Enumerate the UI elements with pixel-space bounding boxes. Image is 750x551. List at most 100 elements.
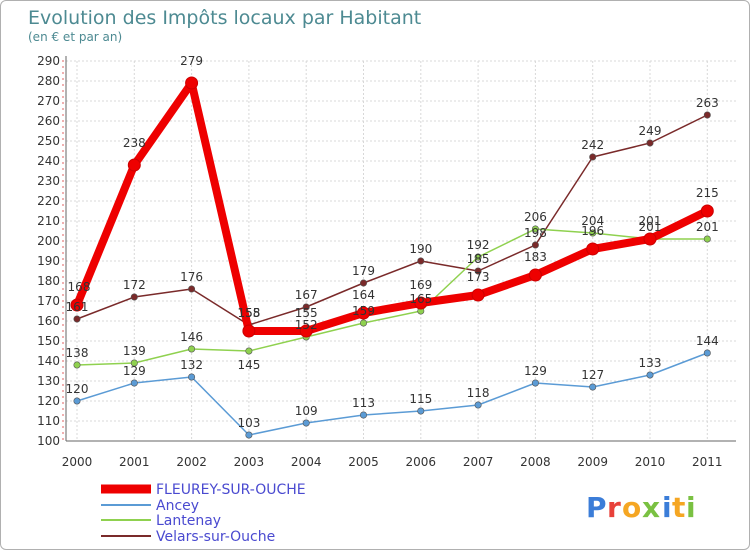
brand-letter: o: [622, 491, 641, 524]
y-tick-label: 100: [37, 434, 60, 448]
data-point: [73, 397, 81, 405]
data-label: 165: [409, 292, 432, 306]
data-label: 132: [180, 358, 203, 372]
data-label: 215: [696, 186, 719, 200]
data-point: [130, 359, 138, 367]
data-point: [245, 347, 253, 355]
data-point: [357, 306, 370, 320]
brand-letter: x: [642, 491, 660, 524]
data-point: [474, 267, 482, 275]
data-point: [474, 253, 482, 261]
y-tick-label: 280: [37, 74, 60, 88]
data-label: 176: [180, 270, 203, 284]
data-label: 164: [352, 288, 375, 302]
data-label: 172: [123, 278, 146, 292]
data-point: [299, 324, 313, 338]
series-line-ancey: [76, 352, 708, 436]
data-label: 204: [581, 214, 604, 228]
y-tick-label: 220: [37, 194, 60, 208]
x-tick-label: 2004: [291, 455, 322, 469]
data-point: [417, 407, 425, 415]
data-label: 155: [295, 306, 318, 320]
y-tick-label: 230: [37, 174, 60, 188]
legend-label: Ancey: [156, 498, 199, 514]
data-point: [703, 349, 711, 357]
data-label: 196: [581, 224, 604, 238]
data-label: 201: [696, 220, 719, 234]
y-tick-label: 110: [37, 414, 60, 428]
data-label: 169: [409, 278, 432, 292]
y-tick-label: 270: [37, 94, 60, 108]
y-tick-label: 150: [37, 334, 60, 348]
y-tick-label: 160: [37, 314, 60, 328]
data-point: [302, 419, 310, 427]
series-line-lantenay: [76, 228, 708, 366]
data-point: [414, 296, 428, 310]
data-label: 129: [524, 364, 547, 378]
data-label: 242: [581, 138, 604, 152]
data-point: [130, 379, 138, 387]
data-point: [245, 431, 253, 439]
y-tick-label: 240: [37, 154, 60, 168]
x-tick-label: 2009: [577, 455, 608, 469]
data-point: [188, 285, 196, 293]
data-point: [531, 379, 539, 387]
y-tick-label: 290: [37, 54, 60, 68]
data-labels: 168 238 279 155 155 164 169 173 183 196 201 215 120 1…: [66, 54, 719, 430]
data-label: 127: [581, 368, 604, 382]
x-tick-label: 2001: [119, 455, 150, 469]
data-point: [643, 232, 657, 246]
y-tick-label: 140: [37, 354, 60, 368]
y-tick-label: 200: [37, 234, 60, 248]
chart-subtitle: (en € et par an): [28, 30, 122, 44]
data-point: [528, 268, 542, 282]
x-tick-label: 2008: [520, 455, 551, 469]
data-label: 179: [352, 264, 375, 278]
data-point: [185, 76, 199, 90]
y-tick-label: 170: [37, 294, 60, 308]
data-label: 138: [66, 346, 89, 360]
data-point: [417, 257, 425, 265]
data-label: 144: [696, 334, 719, 348]
data-label: 167: [295, 288, 318, 302]
data-point: [703, 235, 711, 243]
series-line-velars-sur-ouche: [76, 114, 708, 326]
data-label: 103: [237, 416, 260, 430]
data-label: 206: [524, 210, 547, 224]
data-label: 109: [295, 404, 318, 418]
data-point: [70, 298, 84, 312]
data-label: 158: [237, 306, 260, 320]
data-label: 183: [524, 250, 547, 264]
y-tick-label: 120: [37, 394, 60, 408]
data-point: [531, 225, 539, 233]
data-label: 192: [467, 238, 490, 252]
data-point: [73, 361, 81, 369]
data-label: 113: [352, 396, 375, 410]
data-label: 168: [68, 280, 91, 294]
data-label: 129: [123, 364, 146, 378]
x-tick-label: 2002: [176, 455, 207, 469]
brand-letter: r: [607, 491, 621, 524]
y-tick-label: 260: [37, 114, 60, 128]
data-point: [242, 324, 256, 338]
legend: FLEUREY-SUR-OUCHEAnceyLantenayVelars-sur…: [101, 482, 306, 545]
series-lines: [70, 76, 714, 439]
y-tick-label: 210: [37, 214, 60, 228]
data-point: [359, 319, 367, 327]
data-point: [130, 293, 138, 301]
data-point: [589, 153, 597, 161]
data-point: [589, 229, 597, 237]
data-point: [188, 345, 196, 353]
data-point: [188, 373, 196, 381]
data-label: 198: [524, 226, 547, 240]
data-label: 120: [66, 382, 89, 396]
data-label: 161: [66, 300, 89, 314]
data-label: 133: [639, 356, 662, 370]
y-tick-label: 250: [37, 134, 60, 148]
data-point: [474, 401, 482, 409]
data-label: 118: [467, 386, 490, 400]
series-line-fleurey-sur-ouche: [73, 79, 710, 335]
x-tick-label: 2005: [348, 455, 379, 469]
